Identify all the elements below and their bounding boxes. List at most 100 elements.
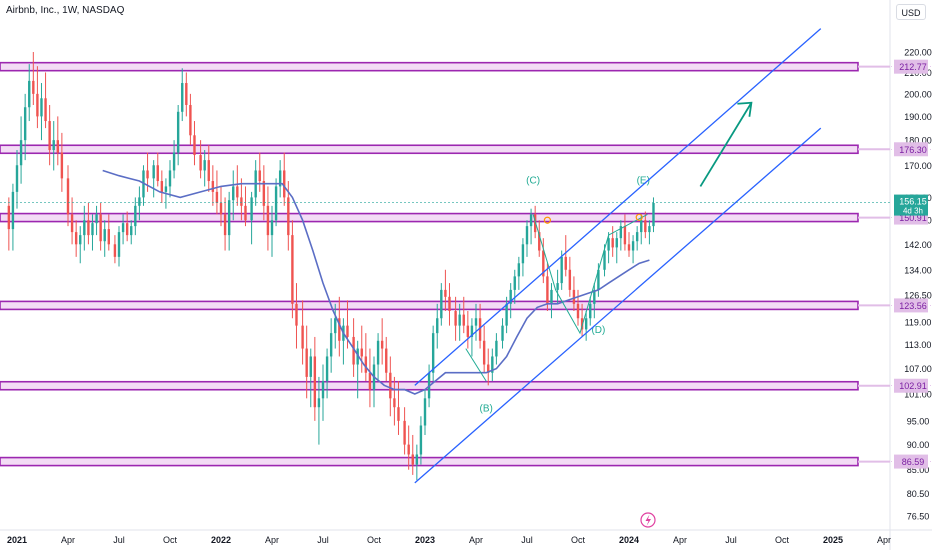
candle-body xyxy=(444,289,447,297)
candle-body xyxy=(393,398,396,408)
candle-body xyxy=(474,318,478,326)
support-resistance-zone xyxy=(0,456,859,467)
candle-body xyxy=(40,98,43,117)
candle-body xyxy=(589,303,592,319)
support-resistance-zone xyxy=(0,61,859,72)
candle-body xyxy=(146,170,149,179)
level-price-label: 150.91 xyxy=(899,213,927,223)
candle-body xyxy=(87,220,90,236)
candle-body xyxy=(250,197,253,221)
candle-body xyxy=(258,170,261,182)
candle-body xyxy=(627,244,631,251)
time-axis[interactable]: 2021 Apr Jul Oct 2022 Apr Jul Oct 2023 Apr Jul Oct 2… xyxy=(7,535,891,545)
time-tick-label: Apr xyxy=(265,535,279,545)
candle-body xyxy=(560,256,563,284)
candle-body xyxy=(440,289,443,319)
candle-body xyxy=(619,226,623,239)
price-axis[interactable]: 220.00210.00200.00190.00180.00170.00158.… xyxy=(0,48,932,522)
candle-body xyxy=(70,214,74,233)
moving-average xyxy=(102,169,650,395)
candle-body xyxy=(56,140,59,153)
marker-dot xyxy=(635,213,643,221)
support-resistance-zone xyxy=(0,144,859,155)
channel-upper-line xyxy=(414,28,822,386)
candle-body xyxy=(121,223,125,233)
level-price-label: 123.56 xyxy=(899,301,927,311)
candle-body xyxy=(227,200,231,236)
price-tick-label: 101.00 xyxy=(904,389,932,399)
candle-body xyxy=(19,140,23,166)
horizontal-levels[interactable] xyxy=(0,61,932,467)
candle-body xyxy=(623,226,627,245)
trend-channel[interactable] xyxy=(414,28,822,484)
candle-body xyxy=(546,276,549,304)
candle-body xyxy=(542,250,545,277)
candle-body xyxy=(160,181,164,192)
candle-body xyxy=(403,420,406,445)
candle-body xyxy=(580,318,584,330)
candle-body xyxy=(568,269,572,290)
candle-body xyxy=(415,454,419,465)
candle-body xyxy=(380,340,384,349)
candle-body xyxy=(487,364,490,373)
candle-body xyxy=(99,214,102,242)
candlesticks xyxy=(7,52,655,481)
candle-body xyxy=(454,310,457,326)
candle-body xyxy=(317,398,321,408)
support-resistance-zone xyxy=(0,300,859,311)
candle-body xyxy=(48,121,51,151)
time-tick-label: Oct xyxy=(775,535,790,545)
candle-body xyxy=(338,318,341,341)
candle-body xyxy=(423,398,427,426)
candle-body xyxy=(505,303,508,326)
candle-body xyxy=(607,238,610,251)
candle-body xyxy=(329,333,333,357)
wave-count: (C) (E) (B) (D) xyxy=(465,176,650,415)
candle-body xyxy=(611,238,614,248)
candle-body xyxy=(125,223,129,236)
price-tick-label: 190.00 xyxy=(904,112,932,122)
level-price-tag xyxy=(894,454,928,469)
candle-body xyxy=(436,318,439,334)
price-tick-label: 126.50 xyxy=(904,291,932,301)
price-tick-label: 90.00 xyxy=(907,440,930,450)
candle-body xyxy=(295,303,298,326)
candle-body xyxy=(597,269,600,290)
candle-body xyxy=(219,203,223,215)
candle-body xyxy=(199,155,202,171)
candle-body xyxy=(7,205,11,230)
candle-body xyxy=(83,220,86,236)
price-tick-label: 95.00 xyxy=(907,416,930,426)
candle-body xyxy=(431,333,435,373)
candle-body xyxy=(130,226,133,236)
level-price-tag xyxy=(894,378,928,393)
candle-body xyxy=(305,348,308,377)
candle-body xyxy=(223,214,227,236)
price-tick-label: 134.00 xyxy=(904,265,932,275)
candle-body xyxy=(103,229,106,242)
time-tick-label: Jul xyxy=(113,535,125,545)
wave-path xyxy=(532,213,648,335)
candle-body xyxy=(352,336,355,365)
candle-body xyxy=(364,356,368,373)
time-tick-label: Oct xyxy=(571,535,586,545)
candle-body xyxy=(36,93,39,117)
currency-button[interactable]: USD xyxy=(896,4,926,20)
candle-body xyxy=(156,165,159,182)
candle-body xyxy=(521,244,525,264)
time-tick-label: Apr xyxy=(877,535,891,545)
trend-arrow[interactable] xyxy=(699,101,753,187)
candle-body xyxy=(168,170,172,187)
candle-body xyxy=(152,165,155,179)
wave-label: (C) xyxy=(526,176,540,187)
support-resistance-zone xyxy=(0,212,859,223)
candle-body xyxy=(172,152,176,171)
candle-body xyxy=(397,407,400,421)
candle-body xyxy=(615,238,618,248)
countdown-label: 4d 3h xyxy=(903,207,923,216)
lightning-icon[interactable] xyxy=(640,512,656,528)
time-tick-label: Oct xyxy=(163,535,178,545)
time-tick-label: 2021 xyxy=(7,535,27,545)
candle-body xyxy=(60,152,64,179)
